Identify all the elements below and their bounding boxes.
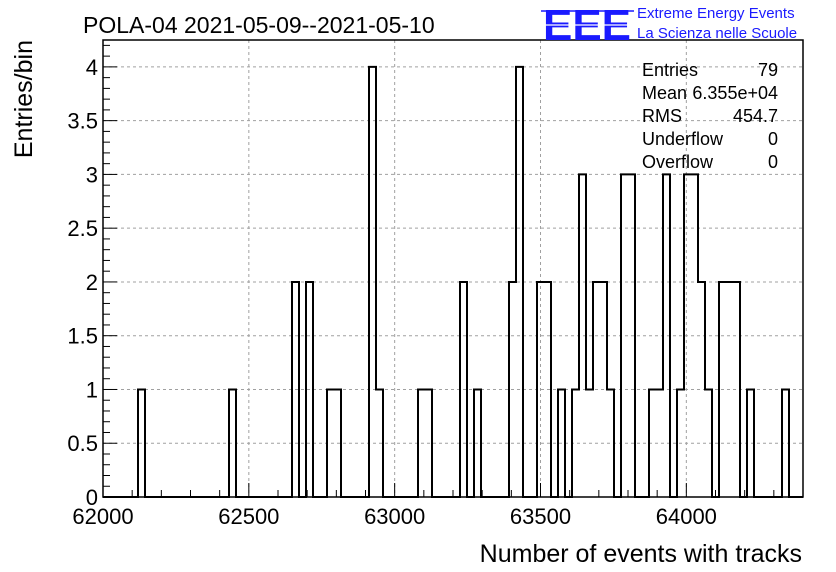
y-tick-label: 3 [86, 162, 98, 187]
stats-rms-label: RMS [642, 106, 682, 126]
stats-underflow-value: 0 [768, 129, 778, 149]
x-tick-label: 62500 [218, 504, 279, 529]
y-tick-label: 1.5 [67, 324, 98, 349]
x-tick-label: 63500 [510, 504, 571, 529]
stats-overflow-label: Overflow [642, 152, 714, 172]
x-tick-label: 63000 [364, 504, 425, 529]
x-tick-label: 62000 [72, 504, 133, 529]
x-axis-ticks: 62000 62500 63000 63500 64000 [72, 483, 804, 529]
y-axis-ticks: 0 0.5 1 1.5 2 2.5 3 3.5 4 [67, 44, 117, 510]
stats-box: Entries 79 Mean 6.355e+04 RMS 454.7 Unde… [642, 60, 778, 172]
stats-underflow-label: Underflow [642, 129, 724, 149]
y-tick-label: 3.5 [67, 109, 98, 134]
y-tick-label: 2 [86, 270, 98, 295]
logo-line-1: Extreme Energy Events [637, 5, 795, 22]
stats-overflow-value: 0 [768, 152, 778, 172]
stats-mean-value: 6.355e+04 [692, 83, 778, 103]
stats-rms-value: 454.7 [733, 106, 778, 126]
stats-mean-label: Mean [642, 83, 687, 103]
grid-lines [102, 40, 803, 497]
y-tick-label: 0.5 [67, 431, 98, 456]
x-axis-label: Number of events with tracks [480, 540, 802, 568]
y-tick-label: 2.5 [67, 216, 98, 241]
y-tick-label: 1 [86, 377, 98, 402]
eee-logo: EEE Extreme Energy Events La Scienza nel… [541, 1, 797, 50]
y-tick-label: 4 [86, 55, 98, 80]
logo-line-2: La Scienza nelle Scuole [637, 25, 797, 42]
y-tick-label: 0 [86, 485, 98, 510]
y-axis-label: Entries/bin [10, 40, 38, 158]
stats-entries-label: Entries [642, 60, 698, 80]
chart-title: POLA-04 2021-05-09--2021-05-10 [83, 12, 435, 38]
x-tick-label: 64000 [656, 504, 717, 529]
stats-entries-value: 79 [758, 60, 778, 80]
